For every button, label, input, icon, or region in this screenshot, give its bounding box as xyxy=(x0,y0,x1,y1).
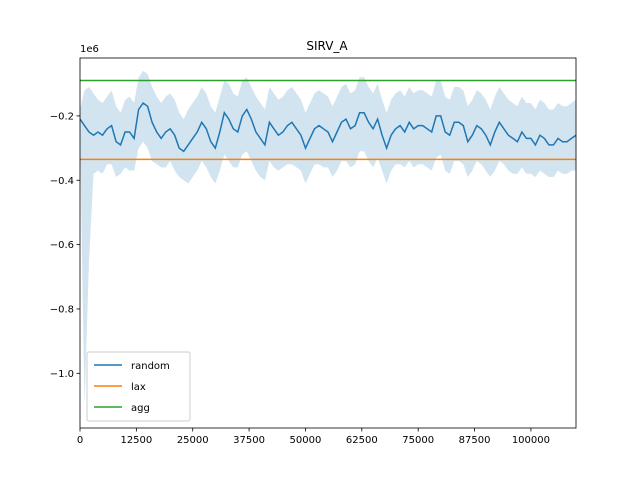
legend-box xyxy=(86,351,191,422)
x-tick-label: 100000 xyxy=(512,435,550,446)
plot-inner xyxy=(80,70,576,406)
x-tick-label: 87500 xyxy=(459,435,491,446)
y-scale-label: 1e6 xyxy=(80,44,99,55)
y-tick-label: −0.8 xyxy=(50,304,74,315)
x-tick-label: 50000 xyxy=(290,435,322,446)
legend-label-lax: lax xyxy=(131,382,146,393)
x-tick-label: 62500 xyxy=(346,435,378,446)
x-tick-label: 37500 xyxy=(233,435,265,446)
x-tick-label: 75000 xyxy=(402,435,434,446)
axes: 0 12500 25000 37500 50000 62500 75000 87500 1000… xyxy=(50,57,577,446)
random-line xyxy=(80,101,576,153)
chart-title: SIRV_A xyxy=(306,39,348,53)
x-tick-label: 0 xyxy=(77,435,83,446)
legend-label-agg: agg xyxy=(131,403,150,414)
x-tick-label: 12500 xyxy=(120,435,152,446)
plot-area xyxy=(80,70,576,406)
x-tick-label: 25000 xyxy=(177,435,209,446)
y-tick-label: −0.2 xyxy=(50,111,74,122)
axes-frame xyxy=(79,57,577,429)
y-tick-label: −1.0 xyxy=(50,369,74,380)
legend-label-random: random xyxy=(131,361,170,372)
random-confidence-band xyxy=(80,70,576,406)
legend: random lax agg xyxy=(86,351,191,422)
y-tick-label: −0.6 xyxy=(50,240,74,251)
y-tick-label: −0.4 xyxy=(50,176,74,187)
